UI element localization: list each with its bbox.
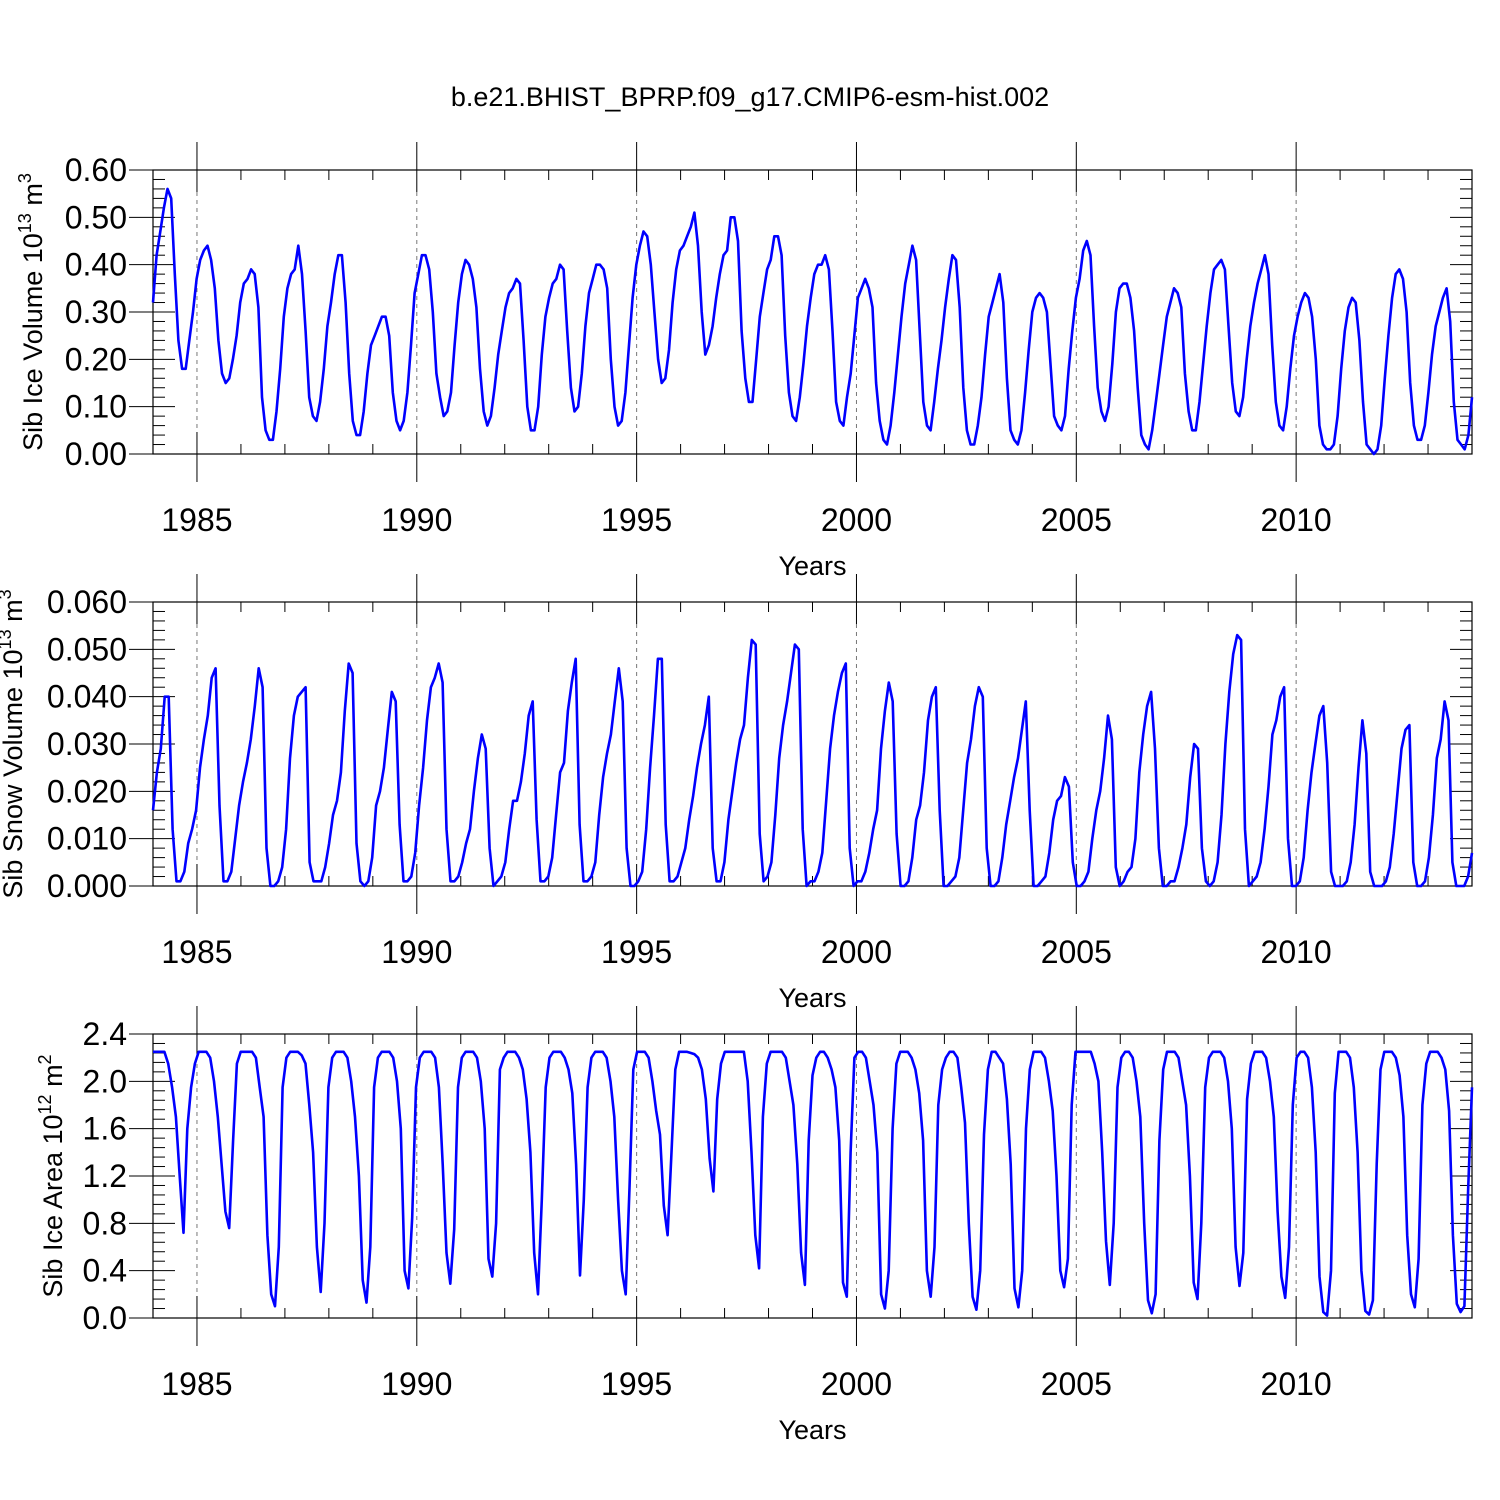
y-axis-label-text: Sib Snow Volume 10 <box>0 649 28 898</box>
x-tick-label: 2005 <box>1041 934 1112 970</box>
y-tick-label: 0.020 <box>47 773 127 809</box>
y-tick-label: 0.50 <box>65 199 127 235</box>
chart-title: b.e21.BHIST_BPRP.f09_g17.CMIP6-esm-hist.… <box>450 82 1050 112</box>
x-tick-label: 2000 <box>821 1366 892 1402</box>
y-axis-label: Sib Ice Area 1012 m2 <box>35 1054 68 1297</box>
y-axis-label-exponent: 13 <box>0 629 15 649</box>
y-tick-label: 0.10 <box>65 389 127 425</box>
x-tick-label: 2005 <box>1041 502 1112 538</box>
y-axis-label-text: Sib Ice Volume 10 <box>18 233 48 451</box>
x-tick-label: 1985 <box>161 502 232 538</box>
y-tick-label: 0.030 <box>47 726 127 762</box>
y-axis-label-text: m <box>38 1064 68 1094</box>
panel-2: 1985 1990 1995 2000 2005 2010 0.000 0.010 0.020 0… <box>0 574 1474 1013</box>
y-tick-label: 0.0 <box>83 1300 127 1336</box>
y-axis-label-exponent: 3 <box>0 589 15 599</box>
y-axis-label-text: Sib Ice Area 10 <box>38 1114 68 1297</box>
x-tick-label: 1985 <box>161 1366 232 1402</box>
y-tick-label: 0.4 <box>83 1253 127 1289</box>
x-tick-label: 1995 <box>601 502 672 538</box>
y-tick-label: 0.60 <box>65 152 127 188</box>
x-tick-label: 2010 <box>1261 502 1332 538</box>
y-tick-label: 0.050 <box>47 631 127 667</box>
x-tick-label: 1990 <box>381 934 452 970</box>
series-line <box>151 187 1474 456</box>
y-axis-label: Sib Ice Volume 1013 m3 <box>15 173 48 451</box>
y-tick-label: 0.8 <box>83 1205 127 1241</box>
y-tick-label: 0.060 <box>47 584 127 620</box>
y-axis-label-exponent: 3 <box>15 173 35 183</box>
y-tick-label: 2.4 <box>83 1016 127 1052</box>
x-tick-label: 2005 <box>1041 1366 1112 1402</box>
y-axis-label: Sib Snow Volume 1013 m3 <box>0 589 28 898</box>
y-tick-label: 0.000 <box>47 868 127 904</box>
x-tick-label: 2010 <box>1261 1366 1332 1402</box>
panel-3: 1985 1990 1995 2000 2005 2010 0.0 0.4 0.8 1.2 1.6 2… <box>35 1006 1474 1445</box>
y-axis-label-text: m <box>18 183 48 213</box>
y-tick-label: 0.010 <box>47 821 127 857</box>
x-tick-label: 1990 <box>381 1366 452 1402</box>
y-axis-label-exponent: 12 <box>35 1094 55 1114</box>
y-axis-label-text: m <box>0 599 28 629</box>
y-axis-label-exponent: 2 <box>35 1054 55 1064</box>
y-tick-label: 0.040 <box>47 679 127 715</box>
plot-frame <box>152 601 1473 887</box>
y-tick-label: 0.00 <box>65 436 127 472</box>
y-axis-label-exponent: 13 <box>15 213 35 233</box>
panel-1: 1985 1990 1995 2000 2005 2010 0.00 0.10 0.20 0.30… <box>15 142 1474 581</box>
series-line <box>151 633 1474 888</box>
y-tick-label: 0.30 <box>65 294 127 330</box>
x-tick-label: 1990 <box>381 502 452 538</box>
x-tick-label: 2010 <box>1261 934 1332 970</box>
series-line <box>153 1050 1474 1317</box>
x-tick-label: 1995 <box>601 934 672 970</box>
x-tick-label: 2000 <box>821 502 892 538</box>
y-tick-label: 2.0 <box>83 1063 127 1099</box>
x-tick-label: 1995 <box>601 1366 672 1402</box>
x-axis-label: Years <box>778 551 846 581</box>
x-tick-label: 2000 <box>821 934 892 970</box>
x-tick-label: 1985 <box>161 934 232 970</box>
y-tick-label: 1.2 <box>83 1158 127 1194</box>
x-axis-label: Years <box>778 983 846 1013</box>
y-tick-label: 0.40 <box>65 247 127 283</box>
x-axis-label: Years <box>778 1415 846 1445</box>
y-tick-label: 0.20 <box>65 341 127 377</box>
y-tick-label: 1.6 <box>83 1111 127 1147</box>
